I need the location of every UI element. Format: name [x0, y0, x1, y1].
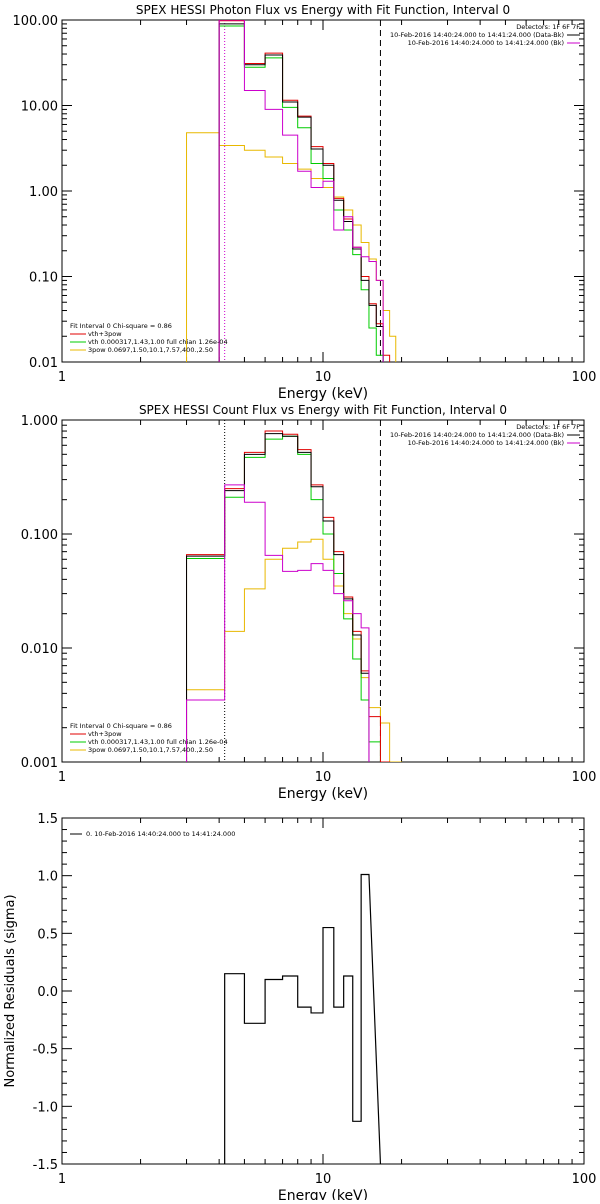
y-tick-label: 0.001 — [21, 756, 58, 771]
series-magenta-line — [186, 484, 370, 762]
y-tick-label: 0.0 — [37, 985, 58, 1000]
y-tick-label: 0.10 — [29, 271, 58, 286]
y-tick-label: 0.5 — [37, 927, 58, 942]
plot-frame — [61, 419, 585, 763]
x-tick-label: 100 — [572, 370, 597, 385]
y-tick-label: 0.01 — [29, 356, 58, 371]
legend-entry-text: 3pow 0.0697,1.50,10.1,7.57,400.,2.50 — [88, 346, 213, 354]
plot-area — [186, 20, 397, 362]
series-vth-line — [186, 435, 381, 762]
x-tick-label: 10 — [315, 370, 332, 385]
legend-heading: Fit Interval 0 Chi-square = 0.86 — [70, 722, 172, 730]
y-tick-label: -1.0 — [33, 1100, 58, 1115]
series-bkg-line — [186, 538, 403, 762]
legend-entry-text: 3pow 0.0697,1.50,10.1,7.57,400.,2.50 — [88, 746, 213, 754]
chart-panel-1: SPEX HESSI Photon Flux vs Energy with Fi… — [13, 3, 597, 402]
y-tick-label: 1.5 — [37, 812, 58, 827]
legend-entry-text: 10-Feb-2016 14:40:24.000 to 14:41:24.000… — [390, 431, 564, 439]
y-tick-label: 100.00 — [13, 14, 59, 29]
legend-entry-text: vth 0.000317,1.43,1.00 full chian 1.26e-… — [88, 738, 228, 746]
series-data-line — [186, 433, 370, 762]
x-tick-label: 1 — [58, 370, 66, 385]
y-tick-label: 0.010 — [21, 642, 58, 657]
legend-entry-text: vth+3pow — [88, 330, 122, 338]
y-tick-label: 1.000 — [21, 414, 58, 429]
series-total-line — [186, 430, 391, 762]
legend-heading: Fit Interval 0 Chi-square = 0.86 — [70, 322, 172, 330]
x-tick-label: 100 — [572, 1172, 597, 1187]
legend-entry-text: 10-Feb-2016 14:40:24.000 to 14:41:24.000… — [408, 439, 564, 447]
series-bkg-line — [186, 132, 397, 362]
y-tick-label: -1.5 — [33, 1158, 58, 1173]
y-tick-label: 1.00 — [29, 185, 58, 200]
residuals-line — [224, 873, 382, 1164]
series-magenta-line — [218, 20, 384, 362]
legend-heading: Detectors: 1F 6F 7F — [516, 423, 580, 431]
chart-title: SPEX HESSI Count Flux vs Energy with Fit… — [139, 403, 507, 417]
y-tick-label: 1.0 — [37, 870, 58, 885]
x-tick-label: 10 — [315, 1172, 332, 1187]
legend-entry-text: 0. 10-Feb-2016 14:40:24.000 to 14:41:24.… — [86, 830, 235, 838]
plot-area — [224, 873, 382, 1164]
x-tick-label: 100 — [572, 770, 597, 785]
x-tick-label: 1 — [58, 770, 66, 785]
legend-entry-text: 10-Feb-2016 14:40:24.000 to 14:41:24.000… — [390, 31, 564, 39]
x-axis-label: Energy (keV) — [278, 786, 368, 802]
x-tick-label: 10 — [315, 770, 332, 785]
legend-entry-text: 10-Feb-2016 14:40:24.000 to 14:41:24.000… — [408, 39, 564, 47]
x-axis-label: Energy (keV) — [278, 386, 368, 402]
y-tick-label: 10.00 — [21, 100, 58, 115]
legend-entry-text: vth+3pow — [88, 730, 122, 738]
x-axis-label: Energy (keV) — [278, 1188, 368, 1200]
chart-title: SPEX HESSI Photon Flux vs Energy with Fi… — [136, 3, 510, 17]
y-tick-label: -0.5 — [33, 1043, 58, 1058]
y-axis-label: Normalized Residuals (sigma) — [3, 894, 18, 1087]
y-tick-label: 0.100 — [21, 528, 58, 543]
legend-entry-text: vth 0.000317,1.43,1.00 full chian 1.26e-… — [88, 338, 228, 346]
plot-area — [186, 430, 403, 762]
series-data-line — [218, 23, 384, 362]
legend-heading: Detectors: 1F 6F 7F — [516, 23, 580, 31]
plot-frame — [61, 19, 585, 363]
x-tick-label: 1 — [58, 1172, 66, 1187]
chart-panel-2: SPEX HESSI Count Flux vs Energy with Fit… — [21, 403, 597, 802]
chart-panel-3: 1 10 100 -1.5 -1.0 -0.5 0.0 0.5 1.0 1.5 Energy (ke… — [3, 812, 597, 1204]
